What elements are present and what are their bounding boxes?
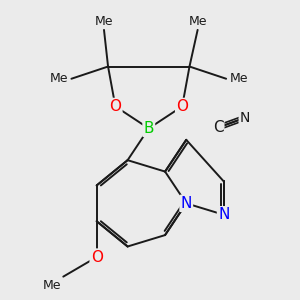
Text: O: O [110,99,122,114]
Text: N: N [240,111,250,125]
Text: C: C [213,120,223,135]
Text: Me: Me [95,15,113,28]
Text: N: N [218,207,230,222]
Text: Me: Me [230,72,248,85]
Text: O: O [91,250,103,265]
Text: N: N [181,196,192,211]
Text: Me: Me [188,15,207,28]
Text: Me: Me [43,279,61,292]
Text: B: B [143,121,154,136]
Text: Me: Me [50,72,68,85]
Text: O: O [176,99,188,114]
